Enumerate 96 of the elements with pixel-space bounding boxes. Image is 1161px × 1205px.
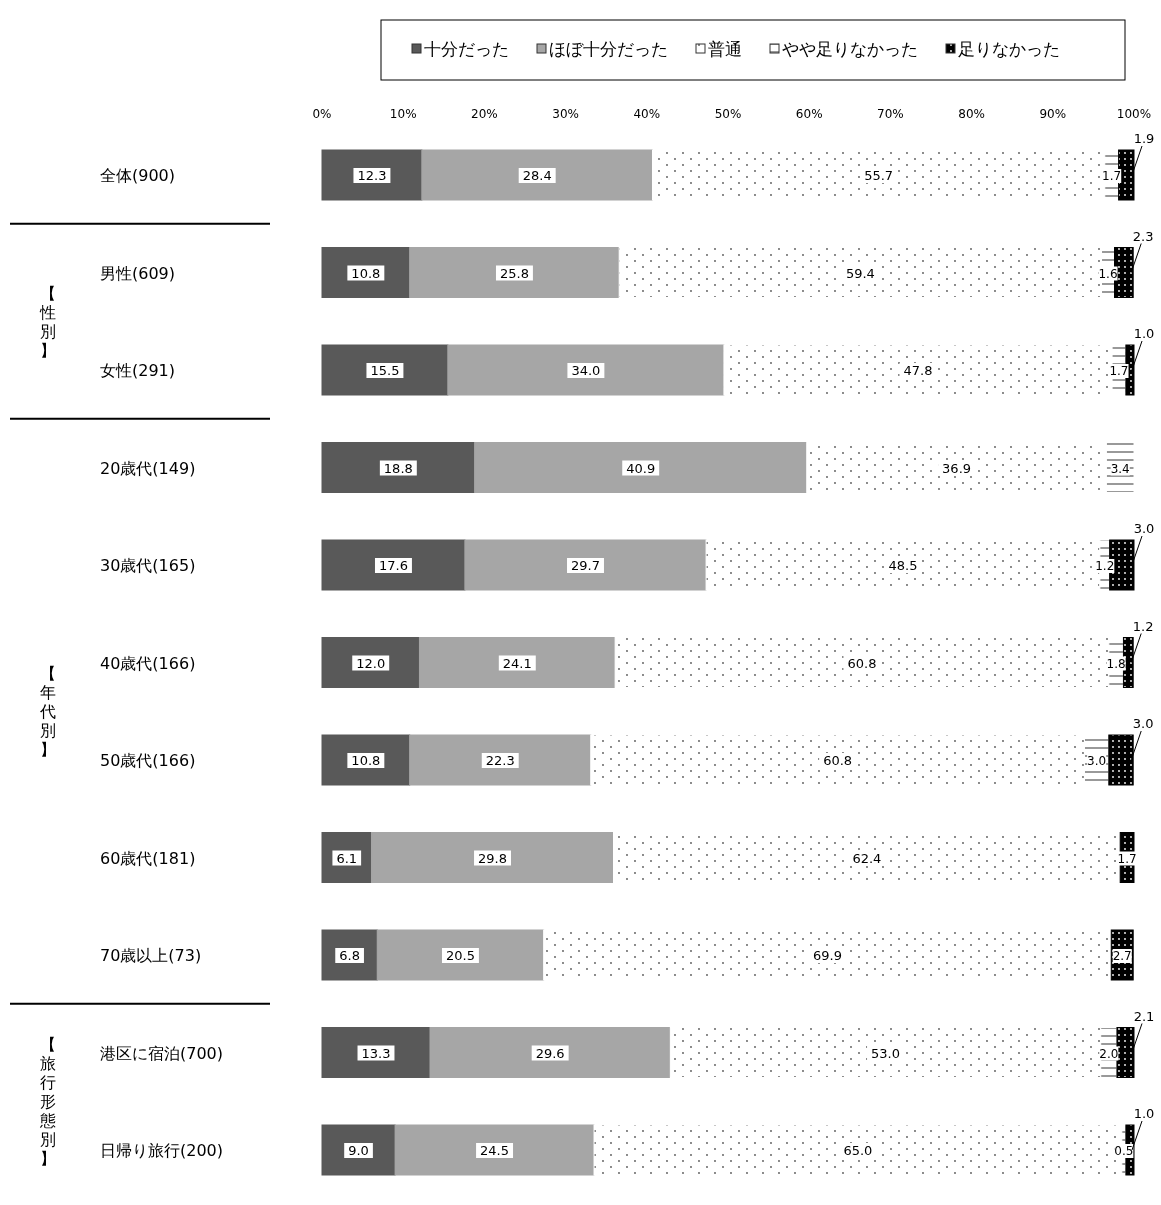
- data-label: 9.0: [348, 1143, 369, 1158]
- legend-label: 足りなかった: [958, 39, 1060, 59]
- data-label: 24.5: [480, 1143, 510, 1158]
- data-label: 69.9: [812, 948, 842, 963]
- data-label: 1.2: [1095, 559, 1115, 573]
- x-tick-label: 70%: [877, 107, 904, 121]
- bar: [409, 247, 620, 298]
- x-tick-label: 60%: [795, 107, 823, 121]
- data-label: 28.4: [522, 168, 552, 183]
- data-label: 22.3: [485, 753, 515, 768]
- data-label: 62.4: [852, 850, 882, 866]
- data-label: 36.9: [942, 460, 972, 476]
- data-label: 59.4: [845, 265, 875, 281]
- data-label: 47.8: [903, 363, 933, 378]
- data-label: 12.0: [356, 655, 386, 671]
- x-tick-label: 30%: [552, 107, 579, 121]
- legend-label: 十分だった: [424, 39, 509, 59]
- bar: [418, 637, 616, 688]
- data-label: 34.0: [571, 363, 601, 378]
- data-label: 29.8: [478, 850, 507, 866]
- x-tick-label: 80%: [958, 107, 985, 121]
- y-tick-label: 40歳代(166): [100, 653, 196, 673]
- bar: [321, 1027, 431, 1078]
- bar: [321, 442, 476, 493]
- data-label: 1.9: [1133, 131, 1155, 146]
- data-label: 1.7: [1109, 364, 1129, 378]
- legend-label: ほぼ十分だった: [549, 39, 668, 59]
- data-label: 15.5: [370, 363, 400, 378]
- data-label: 1.0: [1133, 326, 1155, 341]
- x-tick-label: 100%: [1116, 107, 1152, 121]
- bar: [464, 539, 707, 591]
- legend-label: やや足りなかった: [782, 39, 918, 59]
- data-label: 2.7: [1112, 949, 1132, 963]
- data-label: 13.3: [361, 1045, 391, 1061]
- data-label: 29.6: [535, 1045, 565, 1061]
- bar: [376, 929, 545, 981]
- y-tick-label: 女性(291): [100, 361, 176, 380]
- data-label: 53.0: [871, 1045, 900, 1061]
- data-label: 3.4: [1110, 461, 1130, 476]
- x-tick-label: 40%: [633, 107, 661, 121]
- bar: [447, 344, 725, 396]
- data-label: 29.7: [571, 558, 600, 573]
- data-label: 25.8: [499, 265, 529, 281]
- bar: [321, 539, 466, 591]
- y-tick-label: 30歳代(165): [100, 556, 196, 575]
- data-label: 24.1: [502, 655, 532, 671]
- data-label: 48.5: [888, 558, 918, 573]
- x-tick-label: 0%: [312, 107, 332, 121]
- data-label: 55.7: [864, 168, 894, 183]
- bar: [321, 344, 449, 396]
- bar: [321, 149, 423, 201]
- y-tick-label: 全体(900): [100, 166, 176, 185]
- legend-label: 普通: [708, 39, 742, 59]
- data-label: 2.3: [1132, 228, 1154, 244]
- data-label: 2.0: [1099, 1046, 1119, 1061]
- y-tick-label: 50歳代(166): [100, 751, 196, 770]
- data-label: 60.8: [847, 655, 877, 671]
- data-label: 1.6: [1098, 266, 1118, 281]
- data-label: 60.8: [823, 753, 853, 768]
- y-tick-label: 男性(609): [100, 263, 176, 283]
- bar: [371, 832, 615, 883]
- data-label: 18.8: [383, 460, 413, 476]
- data-label: 6.8: [339, 948, 360, 963]
- data-label: 20.5: [445, 948, 475, 963]
- data-label: 0.5: [1114, 1144, 1134, 1158]
- x-tick-label: 90%: [1039, 107, 1067, 121]
- data-label: 65.0: [843, 1143, 873, 1158]
- data-label: 10.8: [351, 753, 381, 768]
- bar: [429, 1027, 671, 1078]
- x-tick-label: 50%: [714, 107, 742, 121]
- data-label: 1.8: [1106, 656, 1126, 671]
- data-label: 17.6: [378, 558, 408, 573]
- x-tick-label: 10%: [389, 107, 417, 121]
- data-label: 3.0: [1132, 716, 1154, 731]
- bar: [409, 734, 592, 786]
- data-label: 2.1: [1133, 1008, 1155, 1024]
- y-tick-label: 70歳以上(73): [100, 946, 202, 965]
- bar: [421, 149, 653, 201]
- data-label: 10.8: [351, 265, 381, 281]
- y-tick-label: 60歳代(181): [100, 848, 196, 868]
- y-tick-label: 20歳代(149): [100, 458, 196, 478]
- data-label: 1.2: [1132, 618, 1154, 634]
- y-tick-label: 日帰り旅行(200): [100, 1141, 224, 1160]
- bar: [394, 1124, 595, 1176]
- data-label: 1.7: [1102, 169, 1122, 183]
- data-label: 1.0: [1133, 1106, 1155, 1121]
- x-tick-label: 20%: [471, 107, 498, 121]
- bar: [321, 1124, 396, 1176]
- data-label: 3.0: [1133, 521, 1155, 536]
- y-tick-label: 港区に宿泊(700): [100, 1043, 224, 1063]
- data-label: 6.1: [336, 850, 358, 866]
- bar: [474, 442, 808, 493]
- data-label: 12.3: [357, 168, 387, 183]
- data-label: 40.9: [626, 460, 656, 476]
- data-label: 1.7: [1117, 851, 1137, 866]
- data-label: 3.0: [1087, 754, 1107, 768]
